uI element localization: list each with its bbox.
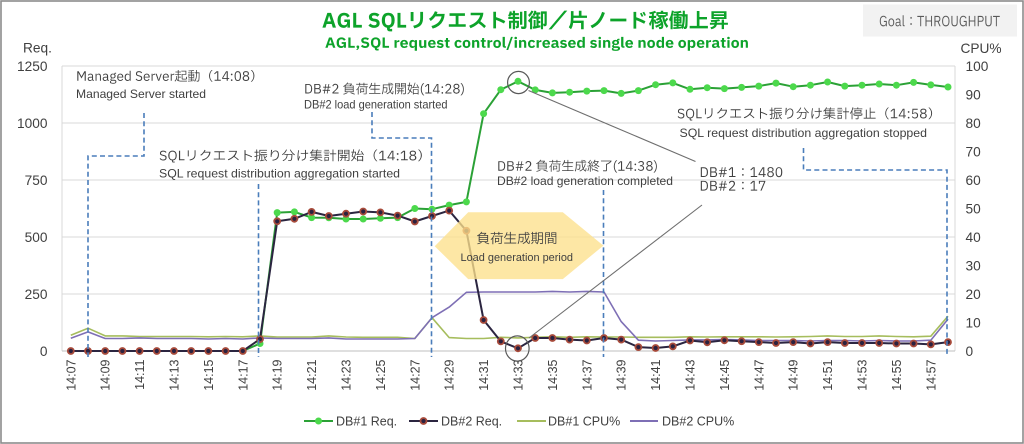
svg-text:30: 30	[966, 258, 982, 273]
svg-text:1000: 1000	[17, 116, 48, 131]
svg-text:14:11: 14:11	[133, 359, 147, 389]
svg-text:14:09: 14:09	[99, 359, 113, 390]
svg-text:90: 90	[966, 87, 982, 102]
svg-text:1250: 1250	[17, 59, 48, 74]
svg-text:Load generation period: Load generation period	[461, 252, 574, 264]
svg-text:14:25: 14:25	[374, 359, 388, 390]
svg-text:DB#2 load generation started: DB#2 load generation started	[304, 98, 448, 112]
svg-text:60: 60	[966, 173, 982, 188]
svg-text:DB#2 CPU%: DB#2 CPU%	[662, 415, 734, 429]
svg-text:DB#2 load generation completed: DB#2 load generation completed	[497, 174, 673, 188]
svg-text:14:39: 14:39	[615, 359, 629, 390]
svg-text:14:51: 14:51	[821, 359, 835, 390]
svg-text:Managed Server started: Managed Server started	[76, 87, 206, 101]
svg-text:14:33: 14:33	[512, 359, 526, 390]
svg-text:14:29: 14:29	[443, 359, 457, 390]
svg-text:40: 40	[966, 230, 982, 245]
svg-text:14:37: 14:37	[580, 359, 594, 390]
svg-text:Req.: Req.	[23, 41, 52, 56]
svg-text:100: 100	[966, 59, 989, 74]
svg-text:14:07: 14:07	[64, 359, 78, 390]
svg-text:14:45: 14:45	[718, 359, 732, 390]
svg-text:50: 50	[966, 201, 982, 216]
svg-text:SQL request distribution aggre: SQL request distribution aggregation sto…	[680, 126, 928, 140]
svg-text:14:17: 14:17	[236, 359, 250, 390]
svg-text:14:27: 14:27	[408, 359, 422, 390]
svg-text:0: 0	[40, 344, 48, 359]
svg-text:20: 20	[966, 287, 982, 302]
svg-text:DB#1 Req.: DB#1 Req.	[336, 415, 397, 429]
svg-text:80: 80	[966, 116, 982, 131]
svg-text:14:23: 14:23	[340, 359, 354, 390]
svg-text:10: 10	[966, 315, 982, 330]
svg-text:14:43: 14:43	[684, 359, 698, 390]
svg-text:14:19: 14:19	[271, 359, 285, 390]
svg-text:14:15: 14:15	[202, 359, 216, 390]
svg-text:500: 500	[25, 230, 48, 245]
svg-text:14:47: 14:47	[752, 359, 766, 390]
svg-text:14:55: 14:55	[890, 359, 904, 390]
svg-text:14:49: 14:49	[787, 359, 801, 390]
svg-text:14:21: 14:21	[305, 359, 319, 390]
svg-text:SQL request distribution aggre: SQL request distribution aggregation sta…	[159, 167, 400, 181]
svg-text:14:53: 14:53	[856, 359, 870, 390]
svg-text:DB#1 CPU%: DB#1 CPU%	[548, 415, 620, 429]
svg-text:0: 0	[966, 344, 974, 359]
svg-text:70: 70	[966, 144, 982, 159]
svg-text:14:41: 14:41	[649, 359, 663, 390]
svg-text:250: 250	[25, 287, 48, 302]
svg-text:14:57: 14:57	[924, 359, 938, 390]
svg-text:750: 750	[25, 173, 48, 188]
svg-text:DB#2 Req.: DB#2 Req.	[441, 415, 502, 429]
svg-text:14:13: 14:13	[168, 359, 182, 390]
svg-text:14:35: 14:35	[546, 359, 560, 390]
svg-text:CPU%: CPU%	[961, 41, 1002, 56]
svg-text:14:31: 14:31	[477, 359, 491, 390]
